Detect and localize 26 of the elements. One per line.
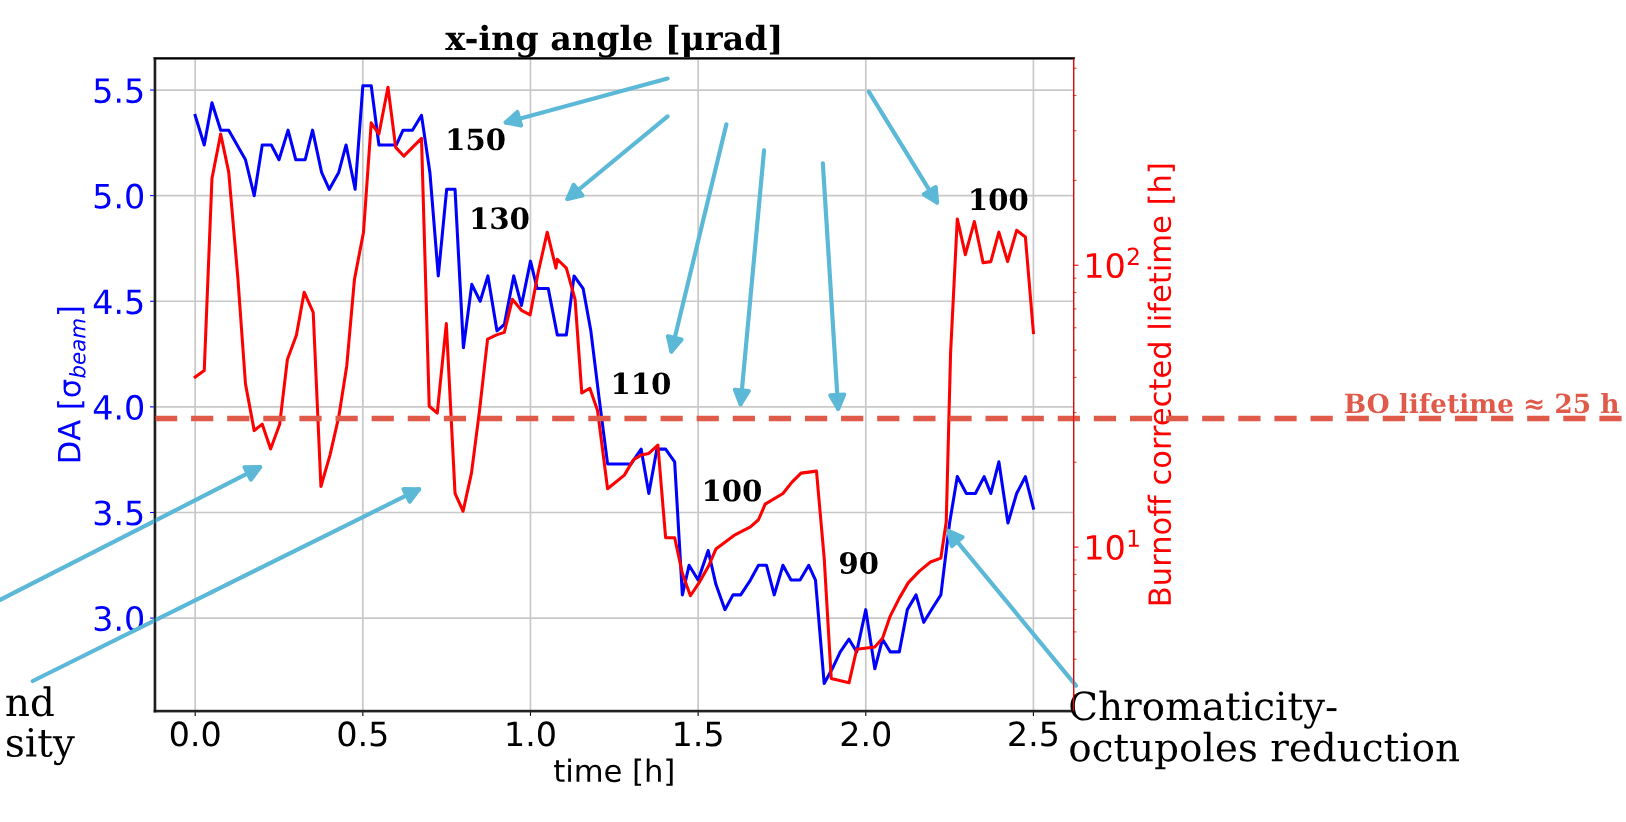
x-tick-label: 0.0 [170, 721, 220, 747]
x-tick-label: 1.0 [507, 721, 555, 747]
y2-tick-label: 10$^{2}$ [1087, 247, 1139, 279]
annotation: 90 [839, 551, 878, 574]
y-tick-label: 4.0 [93, 394, 144, 421]
annotation: 130 [472, 207, 529, 230]
annotation: Chromaticity- octupoles reduction [1070, 690, 1459, 770]
x-tick-label: 2.5 [1009, 721, 1058, 747]
annotation: 100 [705, 479, 761, 502]
y-tick-label: 5.5 [94, 78, 143, 104]
y2-axis-title: Burnoff corrected lifetime [h] [1147, 164, 1175, 605]
y-axis-title: DA [σ$_{beam}$] [57, 307, 86, 462]
x-axis-title: time [h] [554, 758, 673, 786]
annotation: 110 [614, 372, 671, 395]
annotation: 100 [971, 188, 1028, 211]
annotation: 150 [448, 128, 505, 151]
y-tick-label: 5.0 [94, 183, 144, 209]
y2-tick-label: 10$^{1}$ [1087, 529, 1139, 560]
x-tick-label: 2.0 [841, 721, 891, 747]
chart-title: x-ing angle [μrad] [445, 24, 780, 58]
y-tick-label: 3.5 [94, 500, 143, 526]
x-tick-label: 0.5 [338, 721, 387, 747]
ref-line-label: BO lifetime ≈ 25 h [1345, 392, 1619, 414]
x-tick-label: 1.5 [675, 721, 722, 747]
text: nd sity [6, 686, 75, 766]
y-tick-label: 4.5 [93, 289, 143, 315]
